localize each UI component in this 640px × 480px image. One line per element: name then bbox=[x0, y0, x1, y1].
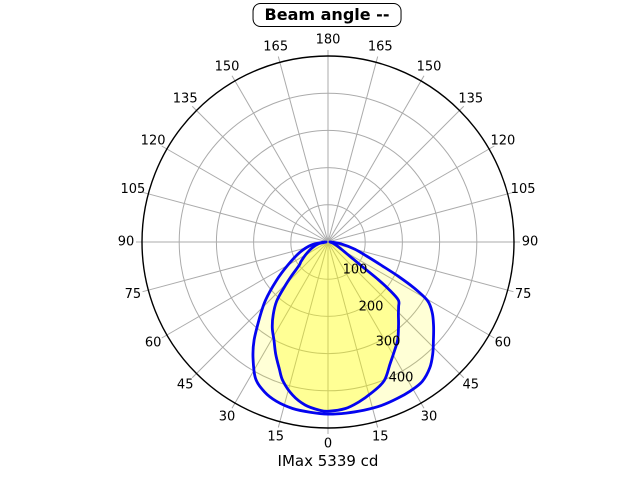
angle-label: 15 bbox=[267, 430, 284, 445]
radial-scale-label: 400 bbox=[389, 371, 414, 386]
angle-label: 180 bbox=[316, 33, 341, 48]
polar-grid-ray bbox=[161, 241, 329, 339]
polar-grid-ring bbox=[290, 204, 366, 280]
polar-grid-ray bbox=[277, 241, 329, 428]
angle-label: 105 bbox=[120, 182, 145, 197]
beam-fill-inner bbox=[272, 242, 400, 412]
polar-grid-ray bbox=[277, 56, 329, 243]
polar-grid-ring bbox=[253, 167, 403, 317]
beam-curve-inner bbox=[270, 240, 401, 413]
radial-scale-label: 100 bbox=[343, 263, 368, 278]
polar-grid-ray bbox=[161, 145, 329, 243]
angle-label: 150 bbox=[417, 60, 442, 75]
angle-label: 90 bbox=[522, 235, 539, 250]
angle-label: 75 bbox=[125, 287, 142, 302]
polar-grid-ray bbox=[191, 105, 329, 243]
angle-label: 30 bbox=[219, 409, 236, 424]
polar-grid-ray bbox=[191, 241, 329, 379]
polar-grid-ray bbox=[327, 105, 465, 243]
beam-angle-title-button[interactable]: Beam angle -- bbox=[252, 3, 402, 27]
polar-grid-ray bbox=[327, 241, 379, 428]
angle-label: 135 bbox=[458, 92, 483, 107]
angle-label: 0 bbox=[324, 437, 332, 452]
polar-grid-ray bbox=[142, 241, 329, 293]
polar-outer-circle bbox=[141, 55, 515, 429]
angle-label: 165 bbox=[263, 39, 288, 54]
beam-curve-outer bbox=[251, 240, 436, 416]
radial-scale-label: 200 bbox=[359, 300, 384, 315]
polar-grid-ray bbox=[327, 145, 495, 243]
polar-grid-ray bbox=[327, 75, 425, 243]
angle-label: 15 bbox=[372, 430, 389, 445]
angle-label: 150 bbox=[215, 60, 240, 75]
angle-label: 165 bbox=[368, 39, 393, 54]
angle-label: 30 bbox=[421, 409, 438, 424]
angle-label: 45 bbox=[177, 377, 194, 392]
polar-grid-ray bbox=[327, 241, 425, 409]
angle-label: 60 bbox=[145, 336, 162, 351]
polar-grid-ray bbox=[142, 191, 329, 243]
polar-grid-ray bbox=[327, 191, 514, 243]
angle-label: 135 bbox=[173, 92, 198, 107]
polar-grid-ray bbox=[327, 241, 465, 379]
imax-label: IMax 5339 cd bbox=[277, 452, 379, 470]
polar-grid-ring bbox=[215, 129, 441, 355]
radial-scale-label: 300 bbox=[376, 335, 401, 350]
polar-grid-ray bbox=[231, 241, 329, 409]
angle-label: 90 bbox=[118, 235, 135, 250]
angle-label: 105 bbox=[511, 182, 536, 197]
polar-grid-ray bbox=[327, 241, 495, 339]
angle-label: 120 bbox=[141, 134, 166, 149]
polar-grid-ring bbox=[178, 92, 478, 392]
polar-grid-ray bbox=[231, 75, 329, 243]
angle-label: 75 bbox=[515, 287, 532, 302]
angle-label: 45 bbox=[463, 377, 480, 392]
polar-grid-ray bbox=[327, 56, 379, 243]
angle-label: 60 bbox=[495, 336, 512, 351]
angle-label: 120 bbox=[490, 134, 515, 149]
